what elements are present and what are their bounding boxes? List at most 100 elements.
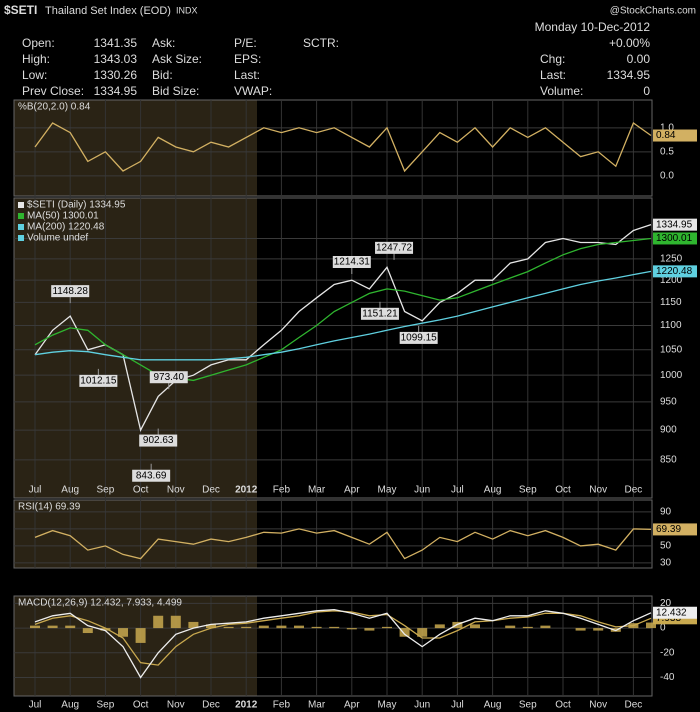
field-value: 1334.95 [94,84,138,98]
field-label: Open: [22,36,55,50]
symbol: $SETI [4,3,37,17]
histogram-bar [294,625,304,629]
x-tick-label: Sep [519,700,537,711]
annotation-box [51,285,90,298]
y-tick-label: -20 [660,647,675,658]
x-tick-label: Aug [61,485,79,496]
x-tick-label: Jun [414,700,430,711]
panel-frame [13,197,653,499]
histogram-bar [82,628,93,634]
annotation-label: 1148.28 [52,286,88,297]
histogram-bar [417,628,428,637]
histogram-bar [311,626,322,629]
field-label: VWAP: [234,84,272,98]
annotation-label: 1099.15 [401,333,438,344]
field-value: 1334.95 [607,68,651,82]
x-tick-label: Dec [625,700,643,711]
series-line [34,223,652,432]
histogram-bar [382,626,392,629]
legend-label: MA(200) 1220.48 [27,222,105,233]
x-tick-label: Feb [273,485,291,496]
field-label: Low: [22,68,47,82]
x-tick-label: 2012 [235,485,258,496]
annotation-label: 843.69 [136,470,167,481]
annotation-box [375,241,414,254]
index-name: Thailand Set Index (EOD) [45,5,171,17]
panel-title: RSI(14) 69.39 [18,502,81,513]
histogram-bar [646,622,656,629]
histogram-bar [223,626,234,629]
y-tick-label: 1050 [660,344,683,355]
field-label: Bid: [152,68,173,82]
x-tick-label: 2012 [235,700,258,711]
x-tick-label: Dec [202,700,220,711]
histogram-bar [47,625,58,629]
x-tick-label: Jun [414,485,430,496]
value-tag-bg [653,232,697,245]
y-tick-label: 50 [660,541,672,552]
field-label: P/E: [234,36,257,50]
x-tick-label: Dec [625,485,643,496]
annotation-label: 1214.31 [334,257,371,268]
field-value: 1343.03 [94,52,138,66]
histogram-bar [258,625,269,629]
field-label: Last: [540,68,566,82]
y-tick-label: 1100 [660,320,682,331]
x-tick-label: Jul [451,700,464,711]
y-tick-label: 0 [660,623,666,634]
field-label: High: [22,52,50,66]
histogram-bar [206,624,216,629]
source: @StockCharts.com [610,6,696,17]
legend-swatch [18,213,24,219]
x-tick-label: Jul [451,485,464,496]
x-tick-label: Mar [308,485,326,496]
x-tick-label: Oct [555,700,571,711]
annotation-box [399,331,438,344]
histogram-bar [399,628,410,637]
x-tick-label: May [378,485,397,496]
field-label: SCTR: [303,36,339,50]
value-tag-bg [653,265,697,278]
field-label: Chg: [540,52,565,66]
shaded-period [14,596,257,696]
y-tick-label: 90 [660,507,672,518]
field-label: EPS: [234,52,261,66]
series-line [34,528,652,560]
x-tick-label: Oct [133,700,149,711]
panel-frame [13,99,653,197]
y-tick-label: 30 [660,558,672,569]
annotation-box [139,434,178,447]
annotation-box [79,374,118,387]
field-label: Bid Size: [152,84,199,98]
legend-swatch [18,224,24,230]
histogram-bar [118,628,128,637]
y-tick-label: 850 [660,454,677,465]
histogram-bar [505,625,516,629]
value-tag-bg [653,606,697,619]
legend-label: MA(50) 1300.01 [27,211,99,222]
y-tick-label: 0.5 [660,146,674,157]
histogram-bar [188,621,199,629]
value-tag-bg [653,129,697,142]
field-label: Prev Close: [22,84,84,98]
field-label: Volume: [540,84,583,98]
legend-swatch [18,202,24,208]
x-tick-label: Feb [273,700,291,711]
value-tag-bg [653,523,697,536]
histogram-bar [135,628,146,643]
panel-title: MACD(12,26,9) 12.432, 7.933, 4.499 [18,598,182,609]
x-tick-label: May [378,700,397,711]
shaded-period [14,198,257,498]
x-tick-label: Sep [97,485,115,496]
value-tag: 1300.01 [656,233,693,244]
x-tick-label: Oct [133,485,149,496]
shaded-period [14,100,257,196]
change-pct: +0.00% [609,36,650,50]
histogram-bar [540,625,551,629]
field-label: Ask: [152,36,175,50]
x-tick-label: Nov [167,700,185,711]
histogram-bar [593,628,604,631]
histogram-bar [153,615,164,629]
annotation-label: 1247.72 [376,242,413,253]
